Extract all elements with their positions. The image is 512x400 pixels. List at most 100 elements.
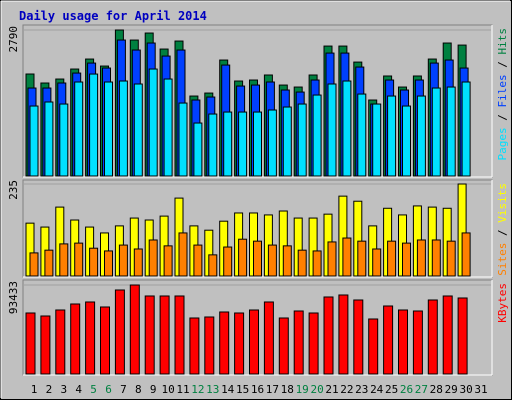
bar <box>387 95 397 177</box>
bar <box>193 122 203 177</box>
bar <box>353 299 364 375</box>
bar <box>89 247 99 277</box>
bar <box>189 317 200 375</box>
bar <box>416 95 426 177</box>
bar <box>133 248 143 277</box>
bar <box>416 239 426 277</box>
x-tick-label: 12 <box>191 383 204 396</box>
x-tick-label: 4 <box>75 383 82 396</box>
bar <box>29 252 39 277</box>
bar <box>368 318 379 375</box>
bar <box>85 301 96 375</box>
bar <box>238 111 248 177</box>
bar <box>398 309 408 375</box>
bar <box>249 309 259 375</box>
bar <box>100 306 110 375</box>
x-tick-label: 1 <box>31 383 38 396</box>
legend-separator: / <box>496 223 509 243</box>
x-tick-label: 21 <box>325 383 338 396</box>
x-tick-label: 17 <box>266 383 279 396</box>
bar <box>159 295 170 375</box>
bar <box>204 316 215 375</box>
bar <box>383 305 394 375</box>
bar <box>267 109 277 177</box>
legend-entry: KBytes <box>496 283 509 323</box>
bar <box>282 106 292 177</box>
bar <box>133 83 143 177</box>
x-tick-label: 18 <box>281 383 294 396</box>
bar <box>342 80 352 177</box>
bar <box>457 297 468 375</box>
bar <box>174 295 185 375</box>
bar <box>55 309 66 375</box>
bar <box>223 246 233 277</box>
x-tick-label: 20 <box>310 383 323 396</box>
bar <box>312 250 322 277</box>
bar <box>372 103 382 177</box>
legend-separator: / <box>496 55 509 75</box>
x-tick-label: 31 <box>474 383 487 396</box>
legend-entry: Hits <box>496 28 509 55</box>
bar <box>253 111 262 177</box>
x-tick-label: 30 <box>459 383 472 396</box>
x-tick-label: 19 <box>296 383 309 396</box>
bar <box>253 240 262 277</box>
bar <box>234 312 245 375</box>
bar <box>163 245 173 277</box>
bar <box>114 289 125 375</box>
x-tick-label: 2 <box>46 383 53 396</box>
bar <box>412 310 423 375</box>
bar <box>282 245 292 277</box>
x-tick-label: 27 <box>415 383 428 396</box>
x-tick-label: 3 <box>60 383 67 396</box>
bar <box>327 83 337 177</box>
bar <box>461 81 471 177</box>
bar <box>223 111 233 177</box>
x-tick-label: 8 <box>135 383 142 396</box>
x-tick-label: 23 <box>355 383 368 396</box>
bar <box>327 241 337 277</box>
bar <box>104 250 113 277</box>
bar <box>118 244 128 277</box>
bar <box>293 310 304 375</box>
bar <box>278 317 289 375</box>
bar <box>402 242 411 277</box>
x-tick-label: 9 <box>150 383 157 396</box>
x-tick-label: 5 <box>90 383 97 396</box>
bar <box>178 232 188 277</box>
bar <box>297 103 307 177</box>
bar <box>70 303 81 375</box>
bar <box>267 244 277 277</box>
bar <box>446 86 456 177</box>
bar <box>238 238 248 277</box>
legend: KBytes <box>496 283 509 323</box>
x-tick-label: 25 <box>385 383 398 396</box>
bar <box>357 240 367 277</box>
bar <box>178 102 188 177</box>
legend-entry: Visits <box>496 183 509 223</box>
bar <box>461 232 471 277</box>
x-tick-label: 16 <box>251 383 264 396</box>
bar <box>431 87 441 177</box>
x-tick-label: 6 <box>105 383 112 396</box>
x-tick-label: 28 <box>430 383 443 396</box>
legend: Sites / Visits <box>496 183 509 276</box>
legend-separator: / <box>496 108 509 128</box>
x-tick-label: 14 <box>221 383 235 396</box>
bar <box>40 315 51 375</box>
bar <box>25 312 36 375</box>
bar <box>74 81 84 177</box>
bar <box>29 105 39 177</box>
x-tick-label: 7 <box>120 383 127 396</box>
bar <box>297 249 307 277</box>
bar <box>442 295 453 375</box>
bar <box>104 81 113 177</box>
legend-entry: Files <box>496 74 509 107</box>
x-tick-label: 13 <box>206 383 219 396</box>
bar <box>357 93 367 177</box>
bar <box>193 244 203 277</box>
legend: Pages / Files / Hits <box>496 28 509 161</box>
bar <box>59 103 69 177</box>
bar <box>148 68 158 177</box>
bar <box>446 240 456 277</box>
